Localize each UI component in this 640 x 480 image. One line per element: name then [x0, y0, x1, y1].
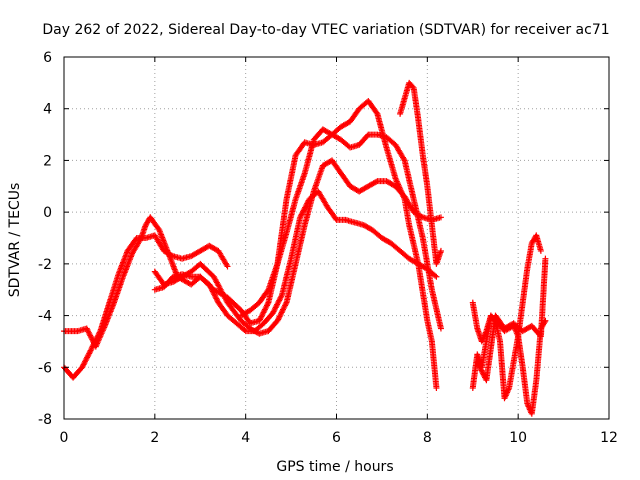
y-tick-label: 0 — [43, 205, 52, 221]
y-tick-label: -6 — [38, 360, 52, 376]
data-point — [433, 273, 440, 280]
data-point — [437, 247, 444, 254]
data-point — [542, 255, 549, 262]
grid-lines — [64, 57, 609, 419]
x-axis-label: GPS time / hours — [276, 459, 393, 475]
data-point — [84, 353, 91, 360]
data-point — [409, 83, 416, 90]
x-tick-label: 2 — [150, 430, 159, 446]
y-tick-label: 2 — [43, 153, 52, 169]
x-tick-label: 12 — [600, 430, 618, 446]
data-point — [373, 178, 380, 185]
data-point — [373, 109, 380, 116]
y-axis-label: SDTVAR / TECUs — [7, 183, 23, 298]
series-track-2 — [61, 98, 440, 391]
y-tick-label: -4 — [38, 309, 52, 325]
x-tick-label: 10 — [509, 430, 527, 446]
series-track-7 — [469, 232, 544, 402]
x-tick-label: 6 — [332, 430, 341, 446]
data-point — [437, 214, 444, 221]
x-tick-label: 0 — [60, 430, 69, 446]
data-point — [537, 247, 544, 254]
y-tick-label: 6 — [43, 50, 52, 66]
data-points — [61, 79, 549, 417]
y-tick-label: -8 — [38, 412, 52, 428]
y-tick-label: -2 — [38, 257, 52, 273]
series-track-1 — [61, 232, 231, 381]
series-track-4 — [151, 157, 444, 337]
series-track-5 — [238, 126, 444, 332]
series-track-6 — [397, 79, 444, 267]
y-tick-label: 4 — [43, 102, 52, 118]
data-point — [224, 263, 231, 270]
data-point — [437, 325, 444, 332]
x-tick-label: 8 — [423, 430, 432, 446]
series-track-9 — [474, 255, 549, 384]
chart-title: Day 262 of 2022, Sidereal Day-to-day VTE… — [42, 22, 609, 38]
data-point — [241, 327, 248, 333]
axis-ticks: 0 2 4 6 8 10 12 -8 -6 -4 -2 0 2 4 6 — [38, 50, 618, 446]
x-tick-label: 4 — [241, 430, 250, 446]
data-point — [433, 384, 440, 391]
data-point — [432, 272, 439, 279]
